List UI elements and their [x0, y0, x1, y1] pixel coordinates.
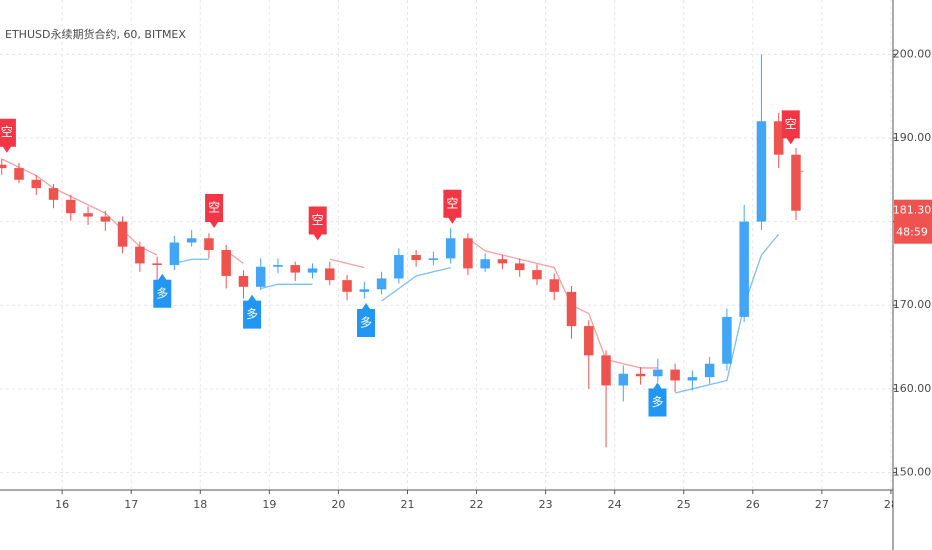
candle-body — [48, 188, 59, 200]
stop-line — [260, 283, 313, 290]
candle-body — [342, 280, 352, 292]
candle-body — [394, 255, 404, 279]
candle-body — [117, 221, 128, 247]
x-tick-label: 19 — [262, 498, 276, 511]
candle-body — [480, 259, 490, 269]
x-tick-label: 22 — [470, 498, 484, 511]
candle-body — [463, 238, 473, 269]
grid — [0, 0, 893, 490]
candle-body — [739, 221, 749, 317]
candle-body — [31, 179, 42, 189]
candle-body — [204, 238, 214, 251]
signal-label: 多 — [246, 307, 258, 321]
x-tick-label: 28 — [884, 498, 898, 511]
candle-body — [704, 363, 715, 378]
candle-body — [773, 121, 784, 155]
candle-body — [756, 121, 767, 222]
candle-body — [290, 265, 300, 273]
x-tick-label: 26 — [746, 498, 760, 511]
candle-body — [169, 242, 180, 266]
candle-body — [221, 250, 231, 276]
candle-body — [14, 168, 24, 180]
stop-line — [381, 266, 451, 302]
candle-body — [566, 291, 577, 327]
candle-body — [152, 263, 162, 266]
x-tick-label: 23 — [539, 498, 553, 511]
candle-body — [618, 373, 629, 386]
candle-body — [325, 268, 335, 281]
x-tick-label: 20 — [331, 498, 345, 511]
candle-body — [238, 275, 249, 287]
signal-label: 空 — [312, 213, 324, 227]
chart-title: ETHUSD永续期货合约, 60, BITMEX — [5, 27, 186, 41]
candle-body — [445, 238, 456, 259]
signal-label: 空 — [1, 125, 13, 139]
signal-marker — [153, 273, 172, 308]
signal-marker — [205, 193, 224, 228]
candle-body — [601, 355, 611, 386]
candle-body — [411, 255, 421, 261]
signal-label: 空 — [785, 117, 797, 131]
signal-label: 多 — [156, 286, 168, 300]
candle-body — [307, 268, 318, 273]
y-tick-label: 170.00 — [893, 298, 932, 311]
signal-marker — [443, 189, 462, 224]
candle-body — [514, 263, 525, 271]
y-tick-label: 200.00 — [893, 47, 932, 60]
stop-line — [467, 237, 658, 369]
signal-label: 多 — [360, 316, 372, 330]
candle-body — [376, 278, 387, 290]
candle-body — [653, 369, 663, 377]
x-tick-labels: 16 17 18 19 20 21 22 23 24 25 26 27 28 — [55, 498, 898, 511]
candle-body — [186, 238, 197, 243]
y-tick-label: 150.00 — [893, 465, 932, 478]
x-tick-label: 18 — [193, 498, 207, 511]
candle-body — [635, 373, 646, 377]
candle-body — [100, 216, 111, 222]
candle-body — [428, 258, 439, 261]
x-tick-label: 17 — [124, 498, 138, 511]
candle-body — [791, 154, 801, 211]
y-tick-label: 160.00 — [893, 382, 932, 395]
candle-body — [0, 164, 7, 169]
stop-line — [1, 158, 158, 256]
candle-body — [670, 369, 680, 381]
x-tick-label: 27 — [815, 498, 829, 511]
signal-label: 空 — [446, 196, 458, 210]
candle-body — [532, 270, 542, 280]
candle-body — [359, 289, 370, 292]
signal-marker — [781, 110, 800, 145]
stop-line — [174, 258, 209, 265]
signal-marker — [357, 303, 376, 338]
x-tick-label: 16 — [55, 498, 69, 511]
signal-marker — [308, 206, 327, 241]
candle-body — [83, 213, 93, 217]
y-tick-label: 190.00 — [893, 131, 932, 144]
signal-label: 空 — [208, 200, 220, 214]
signal-marker — [0, 118, 16, 153]
x-tick-label: 21 — [400, 498, 414, 511]
signal-marker — [648, 382, 667, 417]
stop-line — [329, 258, 365, 269]
price-tag — [894, 199, 932, 244]
candle-body — [687, 377, 698, 381]
candle-body — [255, 266, 266, 287]
candle-body — [497, 259, 508, 264]
candle-body — [273, 265, 283, 267]
candle-body — [722, 316, 732, 364]
signal-marker — [243, 294, 262, 329]
candle-body — [66, 199, 76, 214]
x-tick-label: 25 — [677, 498, 691, 511]
candle-body — [549, 279, 559, 292]
countdown-label: 48:59 — [896, 226, 928, 239]
signal-label: 多 — [651, 395, 663, 409]
price-tag-label: 181.30 — [893, 204, 932, 217]
x-tick-label: 24 — [608, 498, 622, 511]
candle-body — [135, 246, 145, 264]
candle-body — [584, 326, 594, 356]
